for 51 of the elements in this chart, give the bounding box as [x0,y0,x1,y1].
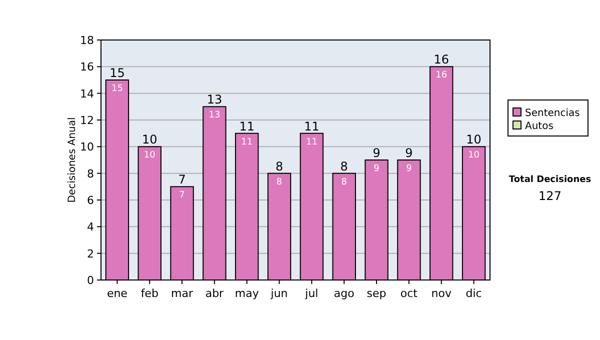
total-label: 11 [304,119,320,134]
y-tick-label: 10 [80,140,94,154]
data-label: 9 [374,164,380,174]
x-tick-label: feb [140,287,158,300]
total-label: 8 [275,159,284,174]
y-tick-label: 0 [87,274,94,287]
data-label: 11 [241,137,253,148]
data-label: 8 [341,177,348,188]
y-axis-title: Decisiones Anual [67,117,78,203]
data-label: 11 [306,137,318,148]
text: 127 [538,189,562,203]
text: Total Decisiones [508,175,592,185]
x-tick-label: jul [304,287,318,300]
total-label: 9 [372,146,380,160]
legend-label: Autos [525,121,554,132]
total-label: 10 [142,132,158,147]
legend-label: Sentencias [525,108,580,119]
y-tick-label: 4 [87,220,94,234]
total-label: 15 [110,66,125,80]
x-tick-label: ene [106,287,128,300]
y-tick-label: 16 [80,60,94,74]
y-tick-label: 12 [80,114,94,127]
total-label: 10 [466,132,482,147]
x-tick-label: dic [466,287,482,300]
total-label: 13 [206,92,222,107]
total-label: 11 [239,119,255,134]
x-tick-label: ago [334,287,355,300]
y-tick-label: 14 [80,87,94,100]
data-label: 13 [208,110,220,121]
y-tick-label: 18 [80,34,94,47]
total-label: 9 [405,146,413,160]
data-label: 7 [179,190,185,201]
data-label: 10 [144,150,156,161]
data-label: 10 [468,150,480,161]
x-tick-label: jun [270,287,288,300]
total-label: 16 [434,52,450,67]
data-label: 15 [111,84,123,94]
total-label: 7 [178,172,186,187]
x-tick-label: abr [205,287,224,300]
y-tick-label: 2 [87,247,94,260]
data-label: 16 [436,70,448,81]
total-label: 8 [340,159,348,174]
x-tick-label: oct [400,287,418,300]
x-tick-label: may [234,287,260,300]
x-tick-label: mar [171,287,194,300]
y-tick-label: 8 [87,167,94,180]
x-tick-label: sep [366,287,386,300]
data-label: 9 [406,164,412,174]
y-tick-label: 6 [87,194,94,207]
x-tick-label: nov [431,287,452,300]
data-label: 8 [276,177,282,188]
